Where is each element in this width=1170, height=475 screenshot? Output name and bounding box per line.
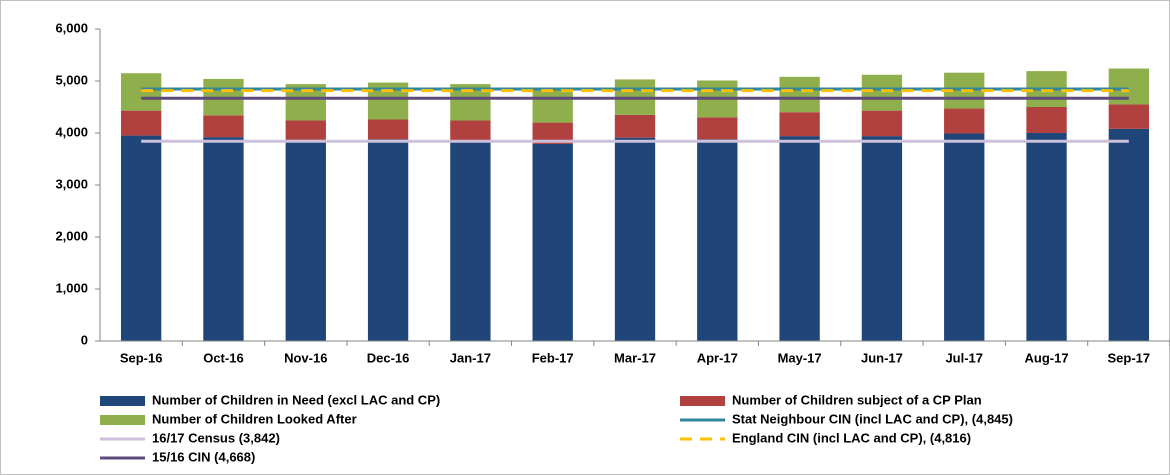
legend-label: Stat Neighbour CIN (incl LAC and CP), (4… — [732, 411, 1013, 426]
bar-segment — [779, 136, 820, 341]
bar-segment — [203, 115, 244, 138]
x-tick-label: Jul-17 — [945, 350, 983, 365]
x-tick-label: Aug-17 — [1025, 350, 1069, 365]
legend-label: Number of Children subject of a CP Plan — [732, 392, 982, 407]
legend-label: Number of Children in Need (excl LAC and… — [152, 392, 440, 407]
x-tick-label: Dec-16 — [367, 350, 410, 365]
x-tick-label: Jun-17 — [861, 350, 903, 365]
bar-segment — [614, 137, 656, 341]
bar-segment — [944, 133, 985, 341]
bar-segment — [120, 135, 162, 341]
bar-segment — [779, 76, 820, 113]
x-tick-label: Sep-17 — [1108, 350, 1151, 365]
legend-label: 16/17 Census (3,842) — [152, 430, 280, 445]
bar-segment — [120, 110, 162, 136]
bar-segment — [614, 114, 656, 138]
y-tick-label: 0 — [81, 332, 88, 347]
bar-segment — [944, 108, 985, 134]
x-tick-label: Apr-17 — [697, 350, 738, 365]
bar-segment — [203, 137, 244, 341]
y-tick-label: 1,000 — [55, 280, 88, 295]
x-tick-label: Oct-16 — [203, 350, 243, 365]
y-tick-label: 6,000 — [55, 20, 88, 35]
y-tick-label: 4,000 — [55, 124, 88, 139]
bar-segment — [532, 143, 573, 341]
bar-segment — [367, 119, 409, 140]
bar-segment — [450, 120, 491, 141]
bar-segment — [1108, 128, 1150, 341]
y-tick-label: 3,000 — [55, 176, 88, 191]
x-tick-label: Jan-17 — [450, 350, 491, 365]
y-tick-label: 5,000 — [55, 72, 88, 87]
bar-segment — [779, 112, 820, 137]
bar-segment — [367, 139, 409, 341]
bar-segment — [697, 139, 738, 341]
bar-segment — [861, 110, 903, 137]
legend-swatch — [100, 415, 145, 425]
bar-segment — [1108, 104, 1150, 129]
legend-label: Number of Children Looked After — [152, 411, 357, 426]
bar-segment — [697, 117, 738, 140]
legend-label: England CIN (incl LAC and CP), (4,816) — [732, 430, 971, 445]
x-tick-label: Mar-17 — [614, 350, 656, 365]
bar-segment — [1026, 133, 1067, 341]
bar-segment — [1026, 107, 1067, 133]
x-tick-label: May-17 — [778, 350, 822, 365]
bar-segment — [285, 120, 326, 140]
bar-segment — [450, 140, 491, 341]
x-tick-label: Sep-16 — [120, 350, 163, 365]
legend-swatch — [680, 396, 725, 406]
bar-segment — [861, 136, 903, 341]
legend-label: 15/16 CIN (4,668) — [152, 449, 255, 464]
bar-segment — [861, 74, 903, 111]
bar-segment — [285, 139, 326, 341]
legend-swatch — [100, 396, 145, 406]
x-tick-label: Feb-17 — [532, 350, 574, 365]
x-tick-label: Nov-16 — [284, 350, 327, 365]
y-tick-label: 2,000 — [55, 228, 88, 243]
bar-segment — [532, 87, 573, 123]
bar-segment — [532, 122, 573, 144]
